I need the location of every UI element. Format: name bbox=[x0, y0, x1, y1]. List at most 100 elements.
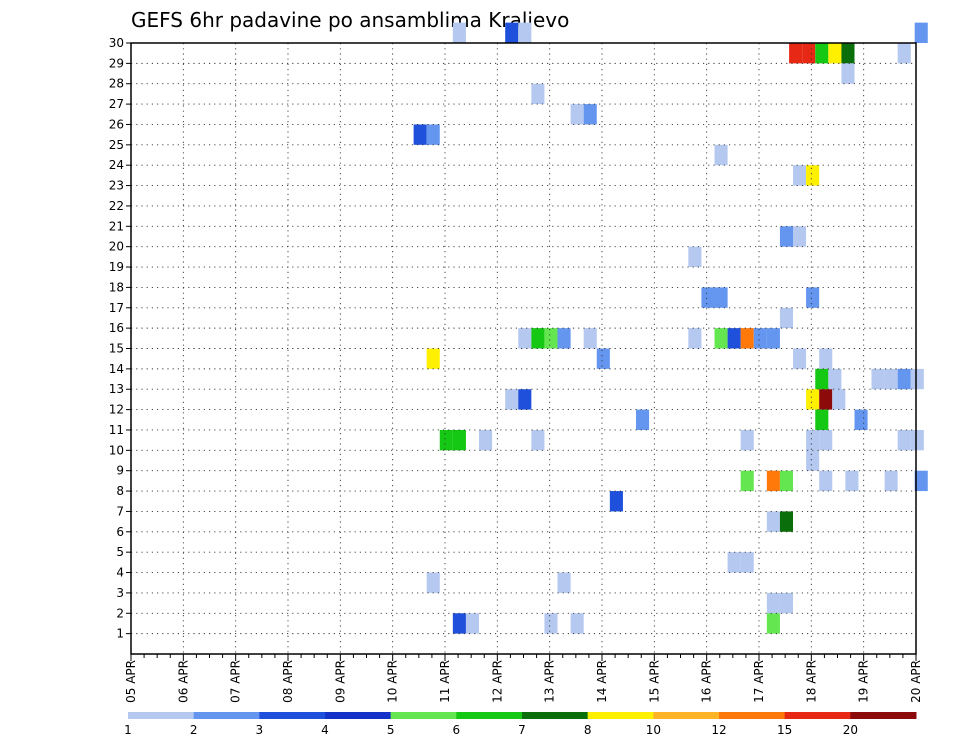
heatmap-cell bbox=[819, 470, 833, 492]
y-tick-label: 16 bbox=[109, 321, 124, 335]
heatmap-cell bbox=[557, 572, 571, 593]
heatmap-cell bbox=[806, 389, 820, 410]
x-tick-label: 11 APR bbox=[438, 660, 452, 703]
x-axis: 05 APR 06 APR 07 APR 08 APR 09 APR 10 APR 11 A… bbox=[124, 654, 923, 703]
heatmap-cell bbox=[636, 409, 650, 430]
heatmap-cell bbox=[531, 328, 545, 349]
heatmap-cell bbox=[779, 511, 794, 532]
heatmap-cell bbox=[413, 124, 427, 145]
y-tick-label: 6 bbox=[116, 525, 124, 539]
x-tick-label: 09 APR bbox=[333, 660, 347, 703]
x-tick-label: 14 APR bbox=[595, 660, 609, 703]
y-tick-label: 9 bbox=[116, 464, 124, 478]
heatmap-cell bbox=[766, 470, 780, 492]
heatmap-cell bbox=[854, 409, 868, 430]
y-tick-label: 28 bbox=[109, 77, 124, 91]
heatmap-cell bbox=[845, 470, 859, 492]
heatmap-cell bbox=[505, 22, 519, 43]
colorbar-swatch bbox=[128, 712, 195, 719]
heatmap-cell bbox=[871, 368, 885, 390]
heatmap-cell bbox=[727, 328, 741, 349]
heatmap-cell bbox=[544, 328, 558, 349]
x-tick-label: 15 APR bbox=[647, 660, 661, 703]
heatmap-cell bbox=[766, 613, 780, 634]
heatmap-cell bbox=[793, 165, 807, 186]
y-tick-label: 10 bbox=[109, 443, 124, 457]
colorbar-label: 4 bbox=[321, 723, 329, 737]
heatmap-cell bbox=[819, 429, 833, 451]
heatmap-cell bbox=[815, 409, 829, 430]
heatmap-cell bbox=[544, 613, 558, 634]
heatmap-cell bbox=[832, 389, 846, 410]
y-tick-label: 20 bbox=[109, 240, 124, 254]
heatmap-cell bbox=[766, 328, 780, 349]
heatmap-cell bbox=[583, 328, 597, 349]
heatmap-cell bbox=[779, 592, 794, 614]
y-tick-label: 29 bbox=[109, 56, 124, 70]
x-tick-label: 13 APR bbox=[543, 660, 557, 703]
grid-layer bbox=[131, 43, 916, 654]
x-tick-label: 10 APR bbox=[386, 660, 400, 703]
colorbar-swatch bbox=[653, 712, 720, 719]
y-tick-label: 14 bbox=[109, 362, 124, 376]
colorbar-swatch bbox=[587, 712, 654, 719]
heatmap-cell bbox=[806, 450, 820, 471]
heatmap-cell bbox=[570, 613, 584, 634]
heatmap-cell bbox=[884, 470, 898, 492]
chart-title: GEFS 6hr padavine po ansamblima Kraljevo bbox=[131, 8, 569, 32]
heatmap-cell bbox=[701, 287, 715, 308]
heatmap-cell bbox=[609, 491, 623, 512]
y-tick-label: 23 bbox=[109, 179, 124, 193]
y-tick-label: 11 bbox=[109, 423, 124, 437]
y-tick-label: 27 bbox=[109, 97, 124, 111]
y-tick-label: 18 bbox=[109, 280, 124, 294]
heatmap-cell bbox=[505, 389, 519, 410]
colorbar-label: 5 bbox=[387, 723, 395, 737]
colorbar-label: 3 bbox=[256, 723, 264, 737]
heatmap-cell bbox=[793, 348, 807, 369]
colorbar-label: 12 bbox=[711, 723, 726, 737]
x-tick-label: 17 APR bbox=[752, 660, 766, 703]
colorbar-label: 8 bbox=[584, 723, 592, 737]
heatmap-cell bbox=[789, 43, 803, 64]
y-tick-label: 22 bbox=[109, 199, 124, 213]
colorbar-swatch bbox=[456, 712, 523, 719]
heatmap-cell bbox=[819, 389, 833, 410]
colorbar-label: 15 bbox=[777, 723, 792, 737]
heatmap-cell bbox=[426, 572, 440, 593]
y-tick-label: 7 bbox=[116, 504, 124, 518]
heatmap-cell bbox=[426, 348, 440, 369]
heatmap-cell bbox=[779, 307, 794, 329]
heatmap-cell bbox=[806, 287, 820, 308]
heatmap-cell bbox=[740, 328, 754, 349]
heatmap-cell bbox=[766, 592, 780, 614]
x-tick-label: 20 APR bbox=[909, 660, 923, 703]
x-tick-label: 12 APR bbox=[490, 660, 504, 703]
heatmap-cell bbox=[465, 613, 480, 634]
colorbar-swatch bbox=[390, 712, 457, 719]
heatmap-cell bbox=[806, 165, 820, 186]
colorbar-swatch bbox=[522, 712, 589, 719]
heatmap-cell bbox=[531, 83, 545, 105]
x-tick-label: 05 APR bbox=[124, 660, 138, 703]
heatmap-cell bbox=[802, 43, 816, 64]
heatmap-cell bbox=[766, 511, 780, 532]
colorbar-swatch bbox=[719, 712, 786, 719]
y-tick-label: 4 bbox=[116, 566, 124, 580]
heatmap-cell bbox=[897, 368, 911, 390]
heatmap-cell bbox=[439, 429, 453, 451]
colorbar-label: 2 bbox=[190, 723, 198, 737]
heatmap-cell bbox=[570, 104, 584, 125]
heatmap-cell bbox=[531, 429, 545, 451]
y-tick-label: 24 bbox=[109, 158, 124, 172]
colorbar-swatch bbox=[259, 712, 326, 719]
heatmap-cell bbox=[815, 43, 829, 64]
y-tick-label: 30 bbox=[109, 36, 124, 50]
heatmap-cell bbox=[779, 226, 794, 247]
heatmap-cell bbox=[688, 246, 702, 268]
heatmap-cell bbox=[452, 22, 466, 43]
heatmap-cell bbox=[714, 144, 728, 166]
heatmap-cell bbox=[740, 429, 754, 451]
heatmap-cell bbox=[897, 43, 911, 64]
